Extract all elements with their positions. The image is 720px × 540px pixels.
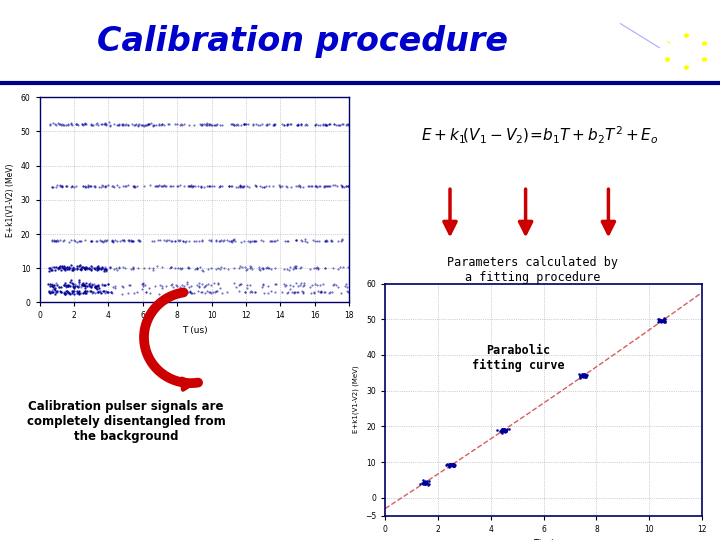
- Text: Parameters calculated by
a fitting procedure: Parameters calculated by a fitting proce…: [447, 256, 618, 284]
- Y-axis label: E+k1(V1-V2) (MeV): E+k1(V1-V2) (MeV): [353, 366, 359, 434]
- Text: $E + k_1\!\left(V_1 - V_2\right)\!=\! b_1 T + b_2 T^2 + E_o$: $E + k_1\!\left(V_1 - V_2\right)\!=\! b_…: [421, 124, 659, 146]
- Text: Calibration procedure: Calibration procedure: [97, 25, 508, 58]
- Text: EURONS: EURONS: [647, 63, 682, 72]
- X-axis label: T(us): T(us): [533, 539, 554, 540]
- Text: Parabolic
fitting curve: Parabolic fitting curve: [472, 344, 564, 372]
- Text: Calibration pulser signals are
completely disentangled from
the background: Calibration pulser signals are completel…: [27, 400, 225, 443]
- X-axis label: T (us): T (us): [181, 326, 207, 335]
- Y-axis label: E+k1(V1-V2) (MeV): E+k1(V1-V2) (MeV): [6, 163, 15, 237]
